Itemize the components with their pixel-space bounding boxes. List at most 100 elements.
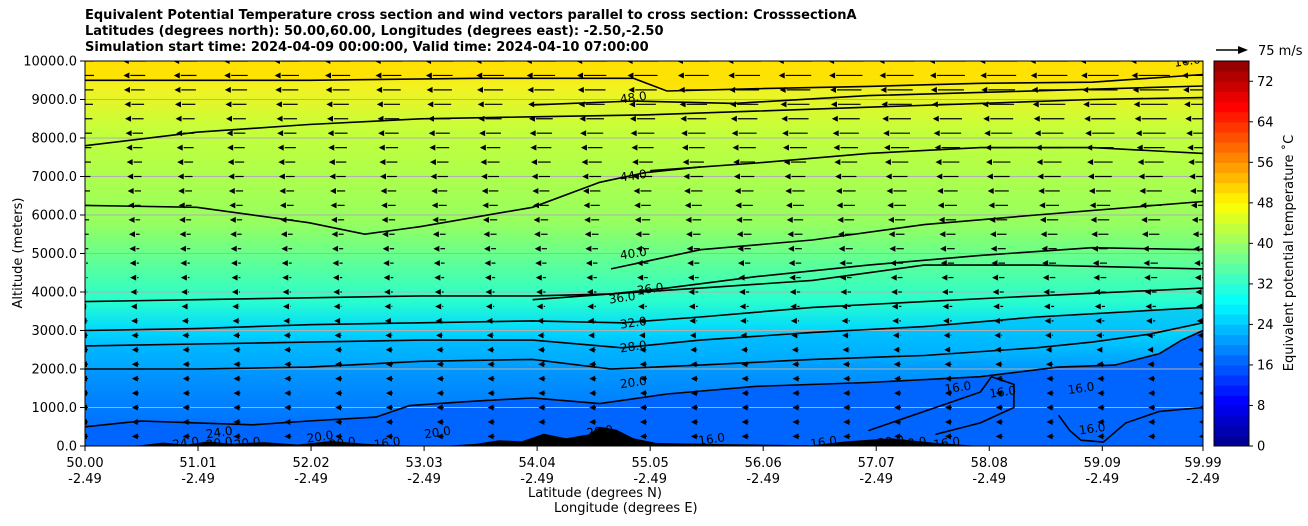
- wind-vector-head: [684, 187, 691, 194]
- wind-vector-head: [181, 289, 188, 295]
- contour-line-20: [85, 329, 1203, 428]
- wind-vector-head: [937, 187, 944, 194]
- wind-vector-head: [727, 61, 734, 64]
- wind-vector-head: [179, 216, 186, 223]
- wind-vector-head: [880, 86, 887, 93]
- wind-vector-head: [791, 346, 798, 353]
- wind-vector-head: [479, 144, 486, 151]
- wind-vector-head: [380, 173, 387, 180]
- wind-vector-head: [736, 216, 743, 223]
- wind-vector-head: [131, 375, 138, 382]
- wind-vector-head: [982, 101, 989, 108]
- wind-vector-head: [535, 260, 542, 267]
- y-tick-label: 9000.0: [32, 93, 78, 108]
- colorbar-segment: [1214, 395, 1249, 406]
- wind-vector-head: [881, 101, 888, 108]
- wind-vector-head: [986, 159, 993, 166]
- wind-vector-head: [690, 375, 697, 382]
- wind-vector-head: [890, 274, 897, 281]
- wind-vector-head: [1192, 231, 1199, 238]
- wind-vector-head: [944, 404, 951, 411]
- colorbar-segment: [1214, 212, 1249, 224]
- wind-vector-head: [680, 115, 687, 122]
- contour-line-48: [85, 73, 1203, 92]
- wind-vector-head: [78, 217, 84, 223]
- wind-vector-head: [531, 173, 538, 180]
- wind-vector-head: [587, 303, 594, 310]
- wind-vector-head: [384, 317, 391, 324]
- wind-vector-head: [335, 390, 342, 397]
- wind-vector-head: [487, 361, 494, 368]
- wind-vector-head: [589, 390, 596, 397]
- wind-vector-head: [639, 332, 646, 339]
- contour-label: 48.0: [619, 89, 647, 107]
- wind-vector-head: [233, 390, 240, 397]
- wind-vector-head: [1188, 159, 1195, 166]
- wind-vector-head: [577, 72, 584, 79]
- wind-vector-head: [131, 390, 138, 397]
- wind-vector-head: [841, 303, 848, 310]
- wind-vector-head: [526, 72, 533, 79]
- wind-vector-head: [178, 202, 185, 209]
- wind-vector-head: [335, 418, 342, 425]
- wind-vector-head: [828, 61, 835, 64]
- wind-vector-head: [485, 303, 492, 310]
- wind-vector-head: [327, 115, 334, 122]
- wind-vector-head: [233, 361, 240, 368]
- wind-vector-head: [893, 346, 900, 353]
- wind-vector-head: [1032, 101, 1039, 108]
- wind-vector-head: [227, 144, 234, 151]
- colorbar-segment: [1214, 263, 1249, 275]
- wind-vector-head: [1194, 274, 1201, 281]
- wind-vector-head: [936, 173, 943, 180]
- wind-vector-head: [327, 130, 334, 137]
- terrain: [85, 426, 1203, 446]
- wind-vector-head: [1196, 317, 1203, 324]
- wind-vector-head: [639, 361, 646, 368]
- wind-vector-head: [741, 390, 748, 397]
- wind-vector-head: [281, 245, 288, 252]
- wind-vector-head: [788, 260, 795, 267]
- wind-vector-head: [179, 231, 186, 238]
- wind-vector-head: [230, 245, 237, 252]
- wind-vector-head: [486, 317, 493, 324]
- wind-vector-head: [632, 173, 639, 180]
- wind-vector-head: [934, 144, 941, 151]
- wind-vector-head: [1096, 346, 1103, 353]
- wind-vector-head: [233, 375, 240, 382]
- wind-vector-head: [739, 289, 746, 295]
- wind-vector-head: [583, 202, 590, 209]
- wind-vector-head: [225, 101, 232, 108]
- wind-vector-head: [783, 159, 790, 166]
- wind-vector-head: [436, 375, 443, 382]
- wind-vector-head: [128, 231, 135, 238]
- wind-vector-head: [333, 289, 340, 295]
- wind-vector-head: [778, 72, 785, 79]
- wind-vector-head: [995, 433, 1002, 440]
- wind-vector-head: [830, 86, 837, 93]
- wind-vector-head: [525, 61, 532, 64]
- wind-vector-head: [1148, 390, 1155, 397]
- wind-vector-head: [1046, 375, 1053, 382]
- wind-vector-head: [789, 274, 796, 281]
- wind-vector-head: [894, 433, 901, 440]
- wind-vector-head: [383, 274, 390, 281]
- wind-vector-head: [276, 115, 283, 122]
- wind-vector-head: [944, 390, 951, 397]
- wind-vector-head: [1084, 115, 1091, 122]
- wind-vector-head: [128, 216, 135, 223]
- colorbar-segment: [1214, 71, 1249, 82]
- wind-vector-head: [690, 361, 697, 368]
- y-tick-label: 2000.0: [32, 363, 78, 378]
- wind-vector-head: [487, 404, 494, 411]
- colorbar-segment: [1214, 243, 1249, 254]
- x-tick-label-lon: -2.49: [1186, 472, 1220, 487]
- wind-vector-head: [476, 86, 483, 93]
- wind-vector-head: [1193, 245, 1200, 252]
- colorbar-segment: [1214, 162, 1249, 173]
- y-tick-label: 6000.0: [32, 209, 78, 224]
- band-mid-cyan: [85, 307, 1203, 369]
- wind-vector-head: [385, 346, 392, 353]
- x-tick-label-lat: 50.00: [66, 456, 103, 471]
- wind-vector-head: [1089, 202, 1096, 209]
